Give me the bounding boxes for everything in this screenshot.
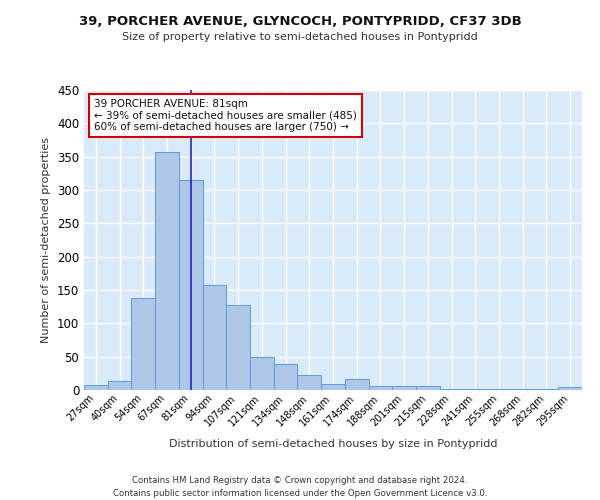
Bar <box>131 298 155 390</box>
X-axis label: Distribution of semi-detached houses by size in Pontypridd: Distribution of semi-detached houses by … <box>169 439 497 449</box>
Bar <box>226 306 250 390</box>
Bar <box>321 384 345 390</box>
Bar <box>84 386 108 390</box>
Text: Size of property relative to semi-detached houses in Pontypridd: Size of property relative to semi-detach… <box>122 32 478 42</box>
Bar <box>155 152 179 390</box>
Text: 39, PORCHER AVENUE, GLYNCOCH, PONTYPRIDD, CF37 3DB: 39, PORCHER AVENUE, GLYNCOCH, PONTYPRIDD… <box>79 15 521 28</box>
Bar <box>345 380 368 390</box>
Bar <box>392 386 416 390</box>
Y-axis label: Number of semi-detached properties: Number of semi-detached properties <box>41 137 52 343</box>
Bar <box>108 382 131 390</box>
Bar <box>274 364 298 390</box>
Bar <box>203 284 226 390</box>
Bar <box>416 386 440 390</box>
Text: 39 PORCHER AVENUE: 81sqm
← 39% of semi-detached houses are smaller (485)
60% of : 39 PORCHER AVENUE: 81sqm ← 39% of semi-d… <box>94 99 357 132</box>
Bar <box>558 388 582 390</box>
Bar <box>250 356 274 390</box>
Bar <box>368 386 392 390</box>
Bar <box>179 180 203 390</box>
Bar <box>298 376 321 390</box>
Text: Contains HM Land Registry data © Crown copyright and database right 2024.
Contai: Contains HM Land Registry data © Crown c… <box>113 476 487 498</box>
